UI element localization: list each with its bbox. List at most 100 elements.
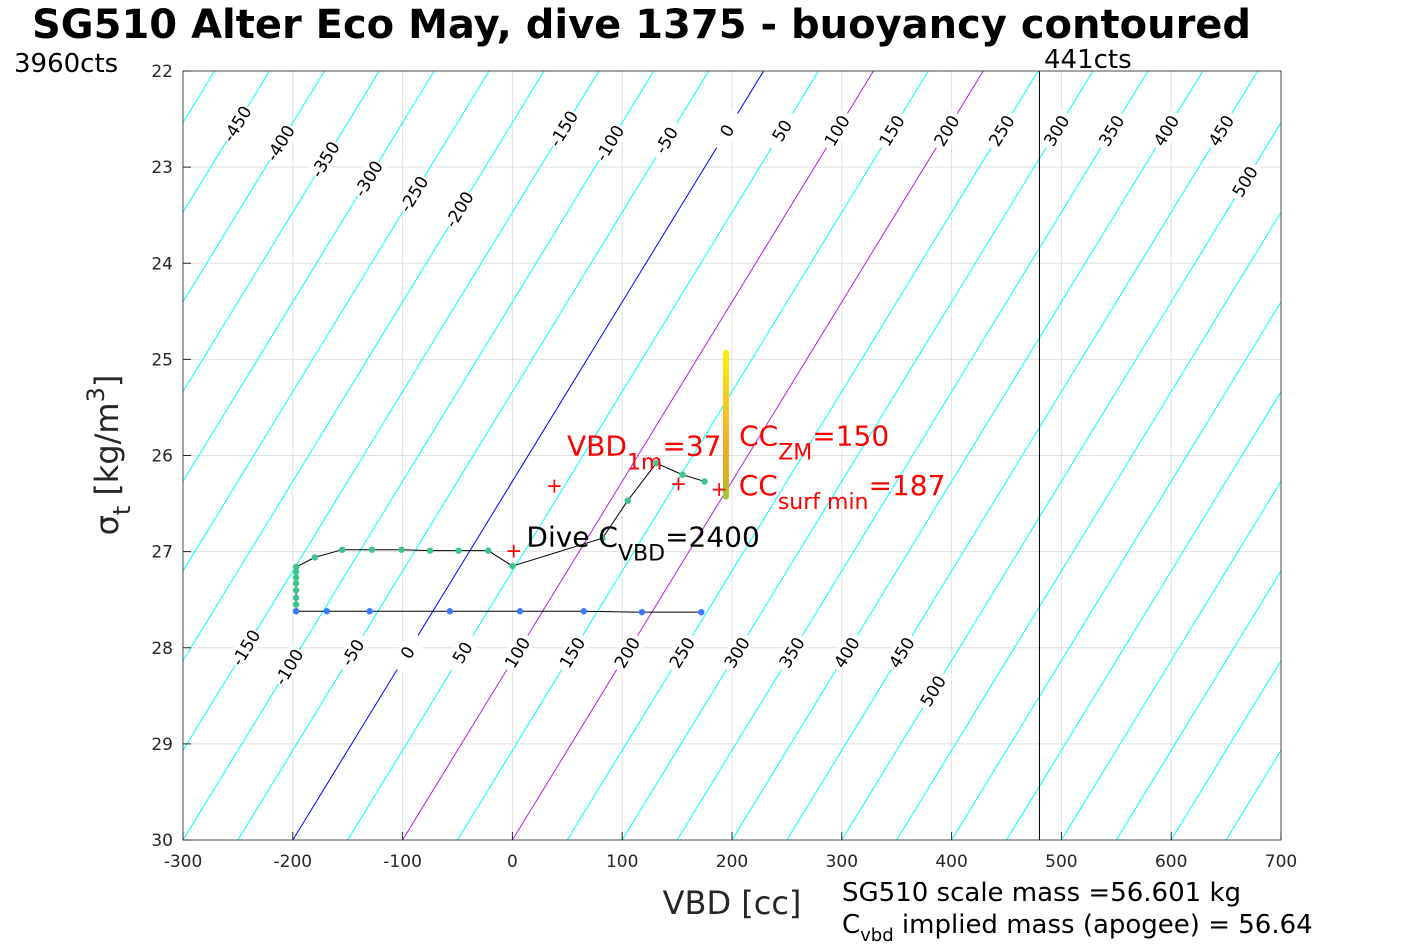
contour-line [183, 71, 325, 303]
y-tick-label: 29 [151, 735, 173, 755]
x-tick-label: 600 [1155, 852, 1187, 872]
contour-line [347, 71, 819, 840]
contour-label-bg [261, 120, 300, 166]
dive-marker: + [505, 539, 522, 563]
upcast-point [455, 547, 462, 554]
chart-title: SG510 Alter Eco May, dive 1375 - buoyanc… [32, 2, 1251, 48]
contour-label-bg [763, 108, 802, 153]
contour-line [1115, 570, 1281, 840]
contour-label-bg [333, 630, 372, 675]
contour-label-bg [553, 630, 592, 675]
downcast-point [516, 608, 524, 615]
dive-annotation: Dive CVBD=2400 [526, 521, 759, 567]
y-tick-label: 26 [151, 447, 173, 467]
upcast-point [368, 546, 376, 553]
upcast-point [292, 568, 300, 576]
y-tick-label: 25 [151, 350, 173, 370]
y-tick-label: 30 [151, 831, 173, 851]
x-tick-label: 100 [606, 852, 638, 872]
contour-label-bg [1092, 108, 1131, 153]
contour-line [292, 71, 765, 840]
contour-line [183, 71, 655, 840]
x-tick-label: -100 [383, 852, 422, 872]
contour-label-bg [544, 106, 583, 151]
ccsurf-annotation: CCsurf min=187 [739, 469, 946, 515]
contour-label-bg [827, 630, 866, 675]
contour-line [896, 211, 1281, 840]
contour-label-bg [590, 120, 629, 166]
contour-label-bg [498, 630, 537, 675]
x-tick-label: -200 [274, 852, 313, 872]
data-series [292, 459, 708, 616]
contour-line [676, 71, 1149, 840]
contour-line [786, 71, 1259, 840]
contour-label-bg [927, 108, 966, 153]
contour-line [183, 71, 380, 393]
contour-label-bg [306, 137, 345, 182]
upcast-point [509, 562, 516, 570]
contour-line [1280, 839, 1281, 840]
upcast-point [311, 554, 318, 561]
x-tick-label: 200 [716, 852, 748, 872]
downcast-point [323, 608, 331, 615]
contour-label-bg [443, 630, 482, 675]
upcast-point [292, 574, 300, 581]
axis-ticks: -300 -200 -100 0 100 200 300 400 500 600 700 22 23 24… [151, 62, 1297, 872]
scale-mass-text: SG510 scale mass =56.601 kg [842, 878, 1241, 908]
contour-line [1336, 71, 1417, 840]
downcast-point [638, 608, 646, 616]
contour-line [402, 71, 874, 840]
upcast-point [701, 478, 708, 485]
y-tick-label: 23 [151, 158, 173, 178]
upcast-point [292, 594, 300, 601]
contour-line [183, 71, 270, 214]
implied-mass-text: Cvbd implied mass (apogee) = 56.64 [842, 910, 1313, 945]
contour-line [183, 71, 600, 752]
contour-label-bg [394, 171, 433, 217]
downcast-point [698, 608, 705, 616]
x-tick-label: -300 [164, 852, 203, 872]
contour-label-bg [982, 108, 1021, 153]
contour-line [621, 71, 1094, 840]
contour-label-bg [1202, 108, 1241, 153]
upcast-point [292, 601, 300, 608]
contour-label-bg [269, 644, 308, 690]
cczm-annotation: CCZM=150 [739, 419, 889, 465]
annotations: +VBD1m=37+CCZM=150+ CCsurf min=187+ Dive C… [505, 419, 945, 566]
contour-label-bg [663, 630, 702, 675]
contour-line [951, 301, 1281, 840]
contour-label-bg [817, 108, 856, 153]
upcast-point [292, 563, 300, 571]
contour-label-bg [708, 108, 747, 153]
y-tick-label: 28 [151, 639, 173, 659]
downcast-point [292, 608, 300, 615]
y-tick-label: 22 [151, 62, 173, 82]
contour-labels: -450 -400 -350 -300 -250 -200-150 -100 -50 0 50 10… [218, 101, 1264, 714]
contour-label-bg [218, 101, 257, 147]
x-tick-label: 300 [826, 852, 858, 872]
upcast-point [292, 580, 300, 587]
cczm-marker: + [670, 471, 687, 495]
ccsurf-marker: + [711, 477, 728, 501]
grid [182, 70, 1282, 841]
contour-line [1170, 659, 1281, 840]
x-tick-label: 0 [507, 852, 518, 872]
contour-line [0, 71, 160, 840]
downcast-line [296, 610, 702, 613]
contour-line [511, 71, 984, 840]
contour-line [237, 71, 710, 840]
contour-label-bg [1147, 108, 1186, 153]
contour-label-bg [717, 630, 756, 675]
contour-label-bg [226, 625, 265, 671]
y-tick-label: 27 [151, 543, 173, 563]
right-count-label: 441cts [1044, 45, 1132, 75]
vbd1m-marker: + [546, 473, 563, 497]
y-tick-label: 24 [151, 254, 173, 274]
contour-label-bg [647, 117, 686, 163]
upcast-point [292, 586, 300, 594]
upcast-point [398, 546, 405, 553]
contour-line [731, 71, 1204, 840]
upcast-point [624, 497, 631, 504]
